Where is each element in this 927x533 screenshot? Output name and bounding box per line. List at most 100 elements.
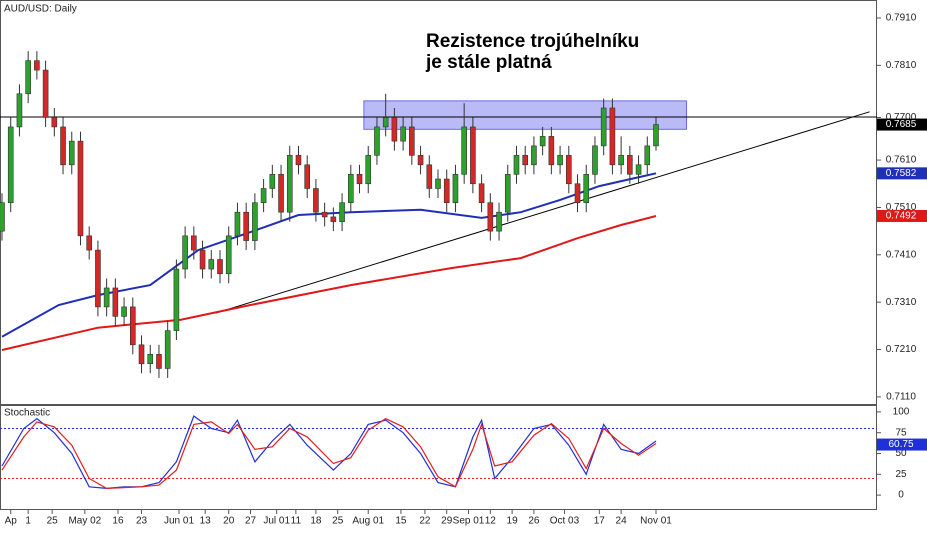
candle-body <box>295 155 302 166</box>
x-tick-label: 24 <box>616 516 628 527</box>
price-tag-label: 60.75 <box>888 439 913 450</box>
candle-body <box>539 136 546 147</box>
candle-body <box>452 173 459 204</box>
candle-body <box>513 155 520 175</box>
price-tag-label: 0.7582 <box>886 168 917 179</box>
y-tick-label: 100 <box>893 407 910 418</box>
price-tag-label: 0.7492 <box>886 211 917 222</box>
candle-body <box>583 173 590 204</box>
candle-body <box>644 145 651 166</box>
candle-body <box>130 306 136 346</box>
candle-body <box>417 155 424 166</box>
candle-body <box>225 235 232 275</box>
stochastic-panel <box>0 405 877 510</box>
candle-body <box>234 211 241 237</box>
candle-body <box>34 60 40 71</box>
candle-body <box>7 126 14 204</box>
price-tag-label: 0.7685 <box>886 119 917 130</box>
candle-body <box>347 173 354 204</box>
indicator-line <box>1 417 657 490</box>
y-tick-label: 25 <box>895 469 907 480</box>
candle-body <box>565 155 572 185</box>
candle-body <box>557 155 563 166</box>
candle-body <box>191 235 197 251</box>
candle-body <box>409 126 415 156</box>
x-tick-label: 23 <box>136 516 148 527</box>
candle-body <box>313 188 319 213</box>
candle-body <box>478 183 485 204</box>
x-tick-label: 26 <box>528 516 540 527</box>
candle-body <box>60 126 66 166</box>
x-tick-label: 19 <box>507 516 519 527</box>
indicator-title: Stochastic <box>4 408 50 419</box>
y-tick-label: 0.7210 <box>886 344 917 355</box>
x-tick-label: 12 <box>485 516 497 527</box>
x-tick-label: 15 <box>395 516 407 527</box>
y-tick-label: 0.7310 <box>886 297 917 308</box>
x-tick-label: 17 <box>594 516 606 527</box>
candle-body <box>121 306 127 317</box>
candle-body <box>635 164 642 175</box>
candle-body <box>252 202 258 241</box>
y-tick-label: 0.7910 <box>886 13 917 24</box>
annotation: je stále platná <box>425 52 552 73</box>
x-tick-label: 1 <box>25 516 31 527</box>
candle-body <box>522 155 529 166</box>
x-tick-label: 13 <box>200 516 212 527</box>
candle-body <box>618 155 624 166</box>
candle-body <box>400 126 406 142</box>
candle-body <box>548 136 555 166</box>
candle-body <box>243 211 249 241</box>
x-tick-label: 18 <box>310 516 322 527</box>
candle-body <box>435 178 441 189</box>
candle-body <box>487 202 494 232</box>
x-tick-label: Aug 01 <box>352 516 384 527</box>
price-tag <box>877 438 927 451</box>
trend-line <box>215 111 870 314</box>
candle-body <box>504 173 511 213</box>
candle-body <box>51 117 58 128</box>
x-tick-label: 11 <box>291 516 302 527</box>
candle-body <box>182 235 188 270</box>
candle-body <box>138 344 145 365</box>
candle-body <box>365 155 372 185</box>
y-tick-label: 0 <box>898 490 904 501</box>
candle-body <box>260 188 267 204</box>
candle-body <box>112 287 119 317</box>
resistance-zone <box>363 100 688 130</box>
candle-body <box>217 259 223 275</box>
candle-body <box>600 107 607 147</box>
y-tick-label: 0.7110 <box>886 392 916 403</box>
x-tick-label: Sep 01 <box>453 516 485 527</box>
x-tick-label: 25 <box>47 516 59 527</box>
x-tick-label: 20 <box>223 516 235 527</box>
x-tick-label: 25 <box>332 516 344 527</box>
candle-body <box>391 117 398 142</box>
candle-body <box>574 183 581 204</box>
candle-body <box>278 173 284 213</box>
x-tick-label: May 02 <box>68 516 101 527</box>
candle-body <box>382 117 389 128</box>
candle-body <box>592 145 598 175</box>
candle-body <box>461 126 467 175</box>
candle-body <box>531 145 537 166</box>
candle-body <box>269 173 276 189</box>
candle-body <box>330 216 337 222</box>
candle-body <box>304 164 311 189</box>
annotation: Rezistence trojúhelníku <box>426 31 639 52</box>
candle-body <box>156 353 162 369</box>
candle-body <box>321 211 328 218</box>
candle-body <box>627 155 633 175</box>
x-tick-label: Jul 01 <box>263 516 290 527</box>
y-tick-label: 0.7610 <box>886 155 917 166</box>
price-tag <box>877 167 927 180</box>
candle-body <box>374 126 380 156</box>
candle-body <box>199 249 206 270</box>
y-tick-label: 0.7510 <box>886 202 917 213</box>
x-tick-label: 16 <box>112 516 124 527</box>
candle-body <box>25 60 31 95</box>
candle-body <box>496 211 502 232</box>
x-tick-label: Nov 01 <box>640 516 672 527</box>
y-tick-label: 0.7410 <box>886 249 917 260</box>
